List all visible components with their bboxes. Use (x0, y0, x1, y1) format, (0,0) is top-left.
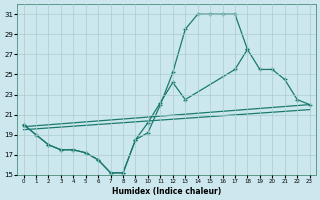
X-axis label: Humidex (Indice chaleur): Humidex (Indice chaleur) (112, 187, 221, 196)
